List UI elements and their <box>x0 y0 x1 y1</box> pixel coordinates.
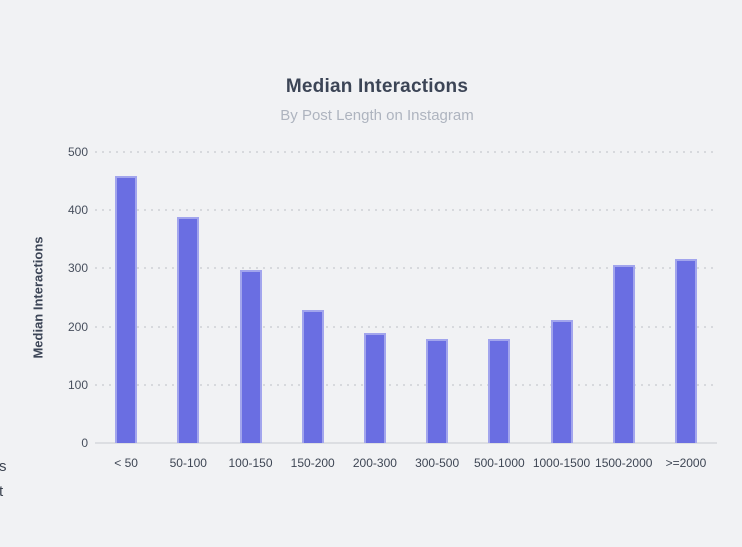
gridline <box>95 383 717 386</box>
x-tick-label: 1000-1500 <box>532 456 591 470</box>
bar-500-1000[interactable] <box>488 338 511 443</box>
x-tick-label: 300-500 <box>415 456 460 470</box>
clipped-edge-text-2: t <box>0 483 4 500</box>
bar-slot: 50-100 <box>157 152 219 470</box>
bar-50-100[interactable] <box>177 217 200 443</box>
y-tick-label: 300 <box>67 261 88 276</box>
x-tick-label: >=2000 <box>665 456 707 470</box>
bar-slot: 100-150 <box>219 152 281 470</box>
x-axis-baseline <box>95 442 717 444</box>
bar-200-300[interactable] <box>363 333 386 443</box>
plot-area: < 50 50-100 100-150 150-200 200-300 300-500 50… <box>95 151 717 470</box>
y-tick-label: 500 <box>67 145 88 159</box>
x-tick-label: < 50 <box>114 456 138 470</box>
bar-1000-1500[interactable] <box>550 320 573 443</box>
y-tick-label: 400 <box>67 203 88 218</box>
bar-100-150[interactable] <box>239 270 262 443</box>
x-tick-label: 100-150 <box>228 456 273 470</box>
y-tick-label: 200 <box>67 319 88 334</box>
bar-slot: 1500-2000 <box>593 152 655 470</box>
bar-150-200[interactable] <box>301 310 324 443</box>
gridline <box>95 325 717 328</box>
x-tick-label: 200-300 <box>352 456 397 470</box>
x-tick-label: 150-200 <box>290 456 335 470</box>
x-tick-label: 500-1000 <box>473 456 525 470</box>
gridline <box>95 209 717 212</box>
bar-slot: 300-500 <box>406 152 468 470</box>
bar-slot: 1000-1500 <box>530 152 592 470</box>
gridline <box>95 267 717 270</box>
bar-1500-2000[interactable] <box>612 264 635 443</box>
bar-slot: 200-300 <box>344 152 406 470</box>
x-tick-label: 1500-2000 <box>595 456 653 470</box>
bar--2000[interactable] <box>674 259 697 443</box>
x-tick-label: 50-100 <box>169 456 207 470</box>
chart-header: Median Interactions By Post Length on In… <box>12 76 742 124</box>
bars-container: < 50 50-100 100-150 150-200 200-300 300-500 50… <box>95 152 717 470</box>
y-axis-tick-labels: 0 100 200 300 400 500 <box>0 145 88 450</box>
y-tick-label: 0 <box>81 436 88 450</box>
bar-slot: < 50 <box>95 152 157 470</box>
bar-300-500[interactable] <box>426 339 449 443</box>
bar--50[interactable] <box>115 176 138 443</box>
y-tick-label: 100 <box>67 377 88 392</box>
bar-slot: 500-1000 <box>468 152 530 470</box>
chart-subtitle: By Post Length on Instagram <box>280 107 474 124</box>
clipped-edge-text-1: s <box>0 458 7 475</box>
chart-title: Median Interactions <box>285 76 469 97</box>
bar-slot: >=2000 <box>655 152 717 470</box>
bar-slot: 150-200 <box>282 152 344 470</box>
gridline <box>95 151 717 153</box>
